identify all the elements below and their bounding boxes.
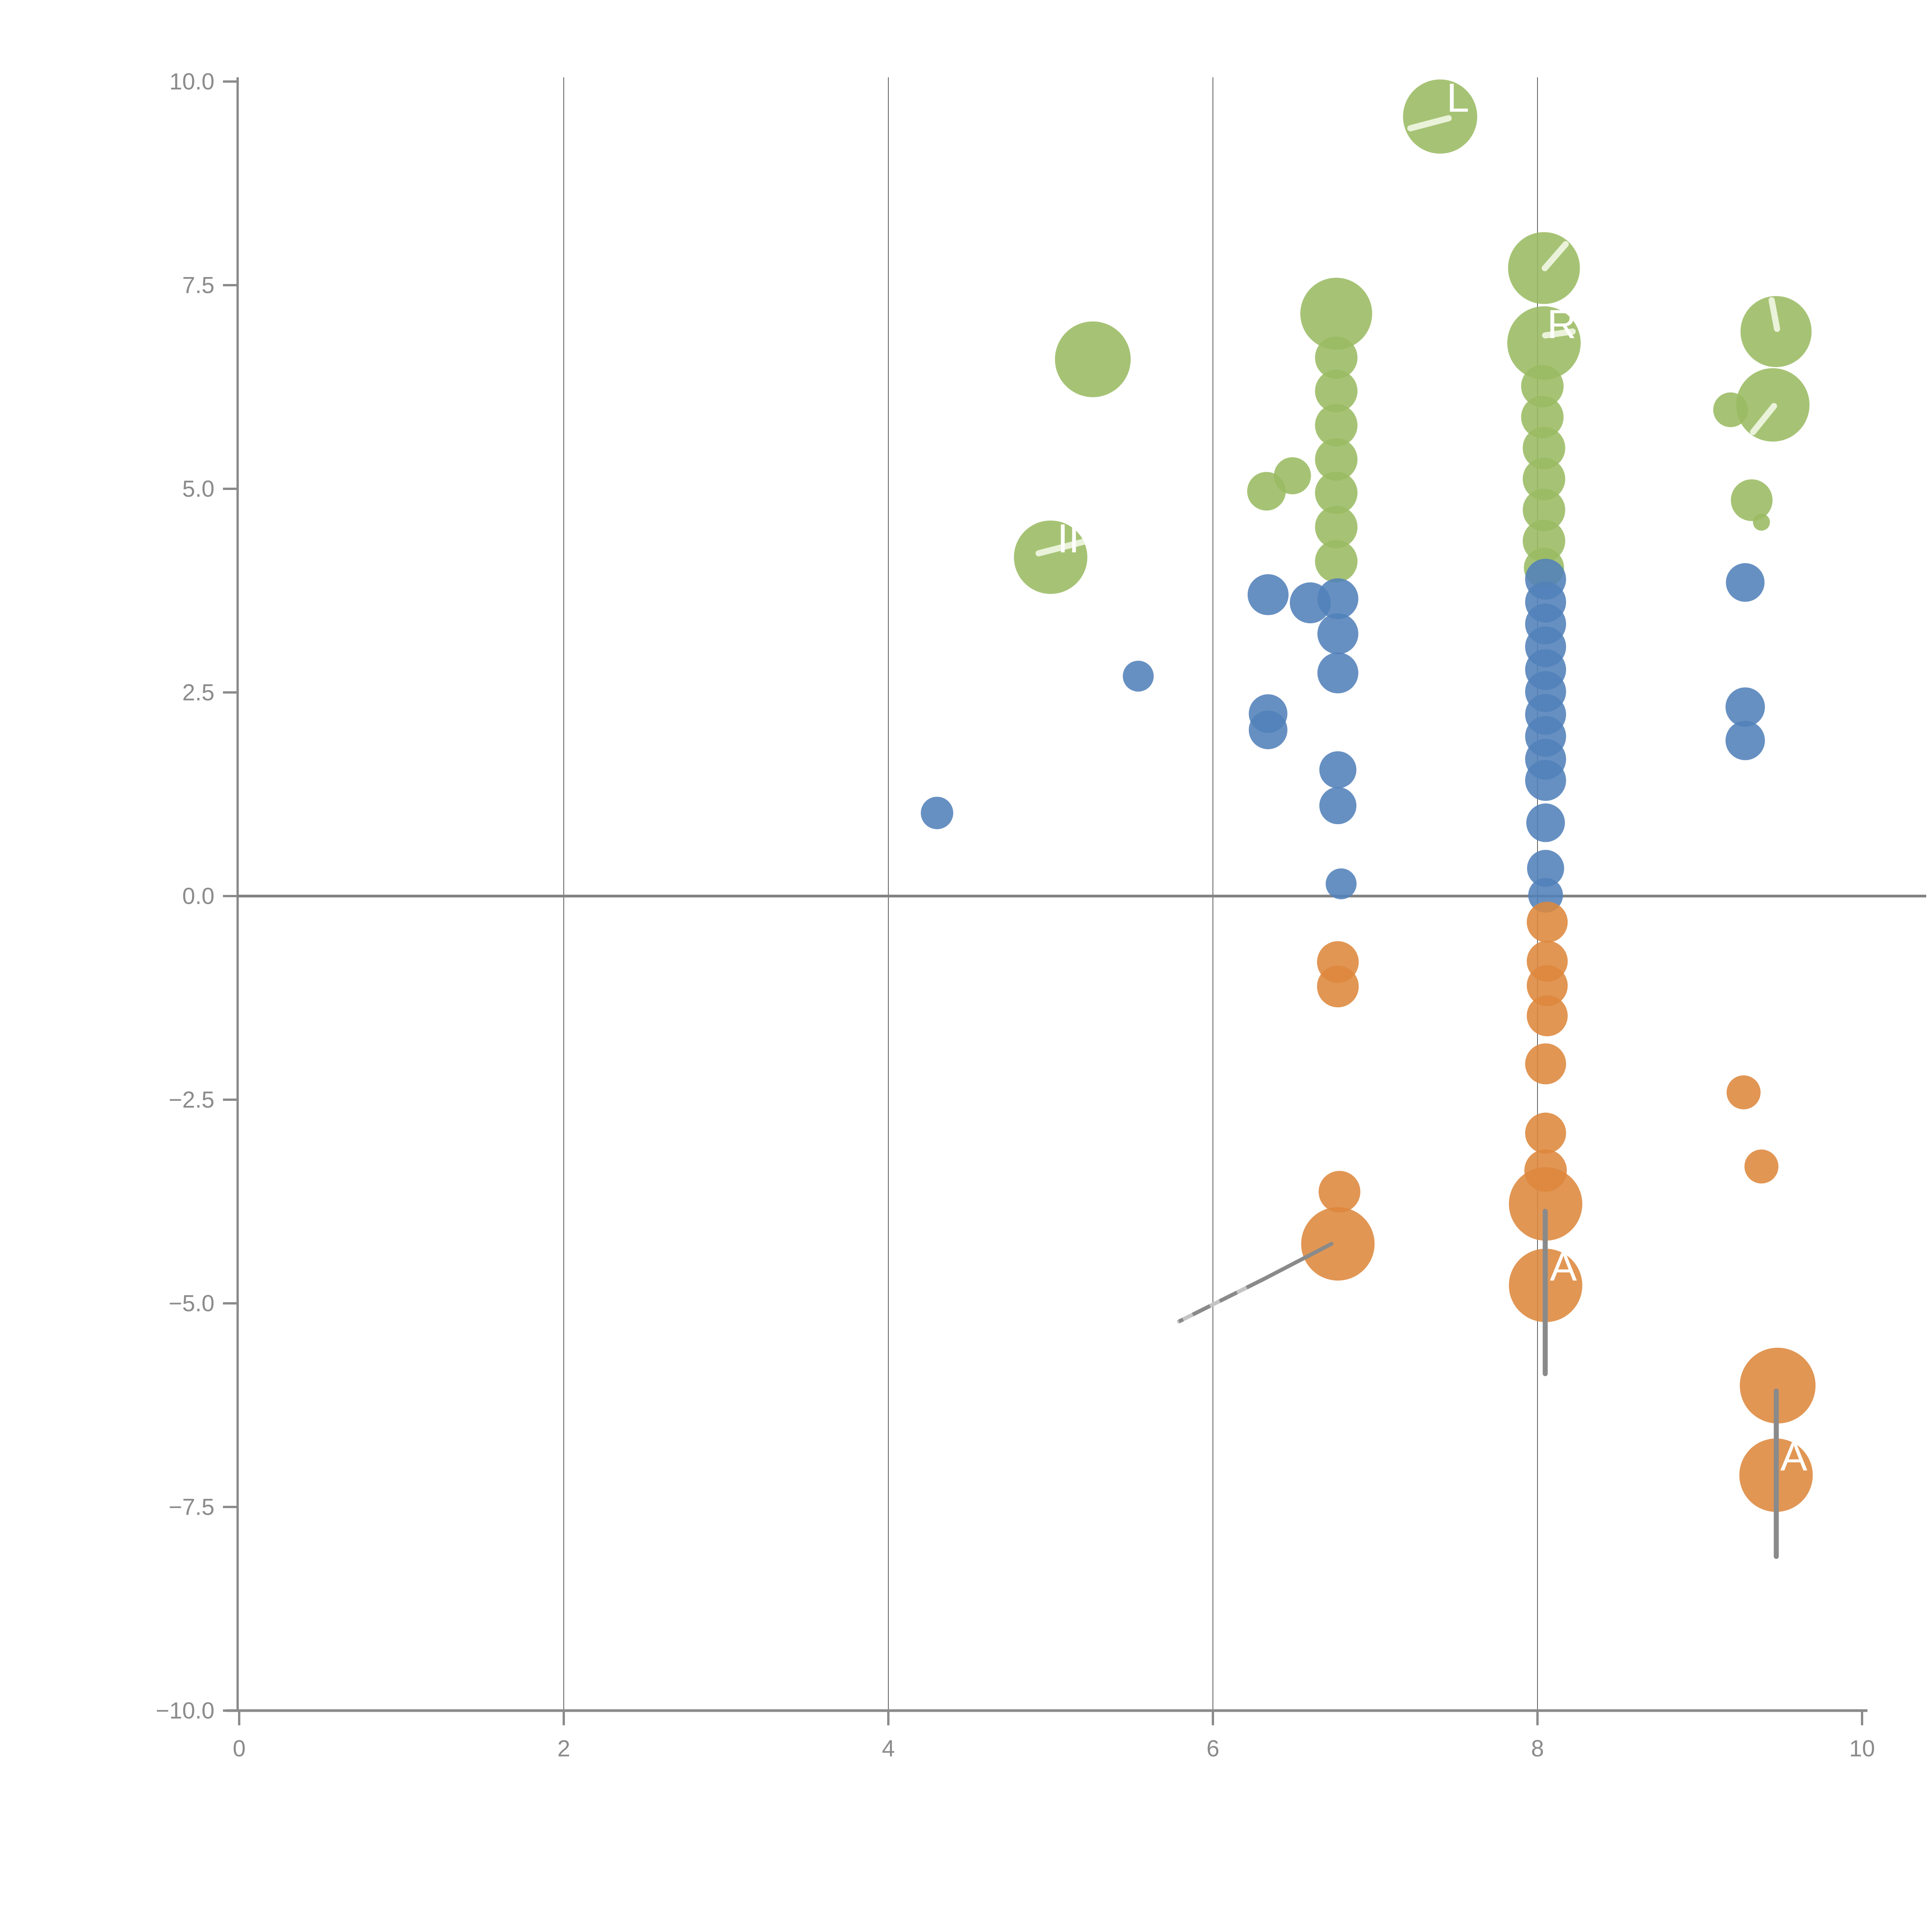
bubble-green-4 xyxy=(1274,457,1311,495)
x-tick-label-6: 6 xyxy=(1206,1736,1219,1762)
bubble-label-L: L xyxy=(1447,75,1469,121)
series-blue xyxy=(921,558,1765,913)
bubble-blue-0 xyxy=(1247,574,1289,616)
tick-labels-layer: 10.0 7.5 5.0 2.5 0.0 −2.5 −5.0 −7.5 −10.0 0 2 4 6 8 10 xyxy=(156,69,1875,1762)
bubble-green-0 xyxy=(1403,79,1477,154)
point-labels-layer: L II R A A xyxy=(1057,75,1808,1480)
bubble-green-1 xyxy=(1055,321,1131,397)
bubble-green-26 xyxy=(1753,514,1770,531)
bubble-green-7 xyxy=(1315,370,1358,413)
bubble-orange-15 xyxy=(1740,1347,1816,1423)
pale-slash-4 xyxy=(1750,403,1777,435)
x-tick-label-8: 8 xyxy=(1531,1736,1544,1762)
bubble-blue-22 xyxy=(1526,803,1565,842)
y-tick-label-−2.5: −2.5 xyxy=(169,1087,214,1113)
axes-layer xyxy=(223,77,1926,1725)
bubble-orange-9 xyxy=(1525,1112,1566,1154)
bubble-label-R: R xyxy=(1547,302,1577,347)
bubble-blue-26 xyxy=(1725,687,1765,727)
bubble-orange-14 xyxy=(1744,1149,1779,1184)
bubble-orange-8 xyxy=(1525,1043,1566,1085)
bubble-green-15 xyxy=(1521,365,1564,408)
series-green xyxy=(1014,79,1812,594)
bubble-blue-10 xyxy=(1319,787,1357,825)
y-tick-label-0.0: 0.0 xyxy=(182,883,214,909)
bubble-label-II: II xyxy=(1057,516,1080,561)
bubble-green-10 xyxy=(1315,471,1358,514)
bubble-green-5 xyxy=(1300,277,1372,350)
bubble-green-17 xyxy=(1522,427,1565,469)
bubble-blue-6 xyxy=(1317,578,1359,619)
bubble-blue-25 xyxy=(1726,563,1765,602)
bubble-orange-6 xyxy=(1527,965,1568,1006)
y-tick-label-−10.0: −10.0 xyxy=(156,1698,214,1724)
bubble-blue-11 xyxy=(1325,868,1357,900)
bubble-green-18 xyxy=(1522,457,1565,500)
pale-slash-5 xyxy=(1542,328,1576,338)
x-tick-label-2: 2 xyxy=(557,1736,570,1762)
bubble-green-2 xyxy=(1014,520,1087,594)
bubble-green-8 xyxy=(1315,404,1358,447)
bubble-label-A: A xyxy=(1780,1434,1807,1479)
bubble-blue-9 xyxy=(1319,751,1357,789)
gridlines-layer xyxy=(563,77,1538,1711)
y-tick-label-10.0: 10.0 xyxy=(169,69,214,95)
series-orange xyxy=(1301,901,1816,1512)
bubble-blue-3 xyxy=(921,796,953,829)
bubble-blue-2 xyxy=(1122,660,1154,692)
bubble-label-A: A xyxy=(1550,1244,1577,1289)
pale-slash-2 xyxy=(1036,537,1087,556)
bubble-green-12 xyxy=(1315,540,1358,583)
bubble-blue-5 xyxy=(1248,710,1287,749)
y-tick-label-7.5: 7.5 xyxy=(182,272,214,298)
bubble-orange-11 xyxy=(1509,1167,1582,1241)
leader-line-solid xyxy=(1262,1242,1333,1281)
annotations-layer xyxy=(1036,115,1780,1559)
bubble-blue-7 xyxy=(1317,613,1359,655)
bubble-green-6 xyxy=(1315,336,1358,379)
bubble-green-11 xyxy=(1315,506,1358,549)
bubble-orange-7 xyxy=(1527,995,1568,1036)
bubble-orange-3 xyxy=(1301,1207,1375,1281)
bubble-green-14 xyxy=(1507,306,1581,380)
bubble-blue-23 xyxy=(1527,850,1564,887)
bubble-blue-27 xyxy=(1725,721,1765,760)
pale-slash-0 xyxy=(1542,241,1569,271)
bubble-green-9 xyxy=(1315,438,1358,481)
bubble-orange-13 xyxy=(1726,1075,1761,1110)
leader-line-dashed xyxy=(1178,1277,1265,1323)
bubble-orange-1 xyxy=(1317,965,1359,1007)
x-tick-label-4: 4 xyxy=(882,1736,895,1762)
bubble-green-24 xyxy=(1713,392,1748,427)
bubble-blue-21 xyxy=(1525,760,1566,801)
bubble-blue-8 xyxy=(1317,652,1359,694)
bubble-green-19 xyxy=(1522,488,1565,531)
x-tick-label-0: 0 xyxy=(233,1736,245,1762)
bubble-green-25 xyxy=(1731,479,1773,521)
bubbles-layer xyxy=(921,79,1816,1512)
bubble-orange-4 xyxy=(1527,901,1568,943)
x-tick-label-10: 10 xyxy=(1849,1736,1875,1762)
pale-slash-1 xyxy=(1407,115,1452,131)
y-tick-label-−7.5: −7.5 xyxy=(169,1494,214,1520)
pale-slash-3 xyxy=(1769,297,1780,332)
bubble-orange-2 xyxy=(1318,1171,1361,1213)
bubble-green-16 xyxy=(1521,396,1564,439)
y-tick-label-−5.0: −5.0 xyxy=(169,1291,214,1316)
y-tick-label-2.5: 2.5 xyxy=(182,680,214,706)
y-tick-label-5.0: 5.0 xyxy=(182,476,214,502)
